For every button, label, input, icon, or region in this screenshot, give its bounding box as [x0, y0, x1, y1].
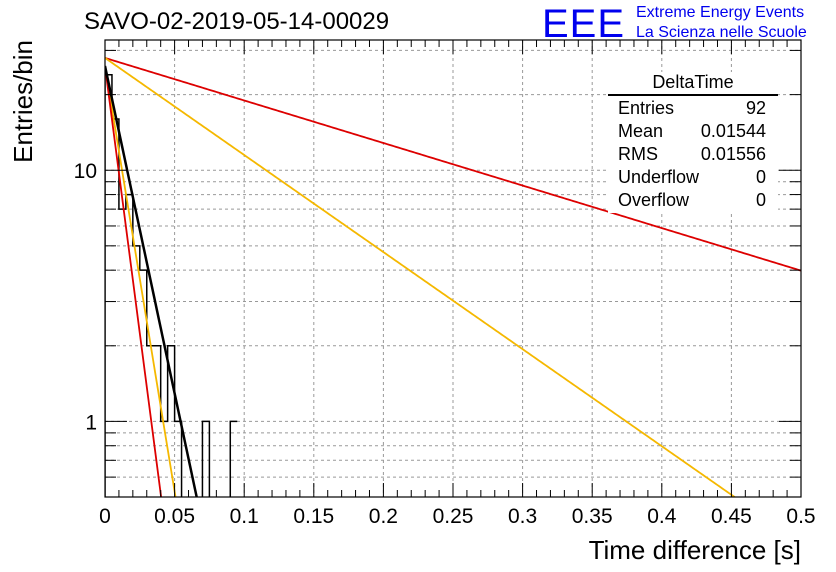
y-tick-label: 1 [85, 411, 97, 434]
histogram-bars [105, 73, 238, 497]
stats-value: 0.01556 [700, 144, 766, 164]
fit-line-1 [105, 57, 801, 272]
stats-row-overflow: Overflow 0 [608, 190, 778, 213]
fit-line-5 [105, 65, 198, 497]
logo-subtitle-1: Extreme Energy Events [636, 4, 805, 21]
stats-row-mean: Mean 0.01544 [608, 121, 778, 144]
fit-line-3 [105, 65, 177, 497]
y-tick-label: 10 [74, 160, 97, 183]
stats-label: Overflow [618, 190, 690, 210]
statistics-box: DeltaTime Entries 92 Mean 0.01544 RMS 0.… [608, 72, 778, 213]
stats-label: Underflow [618, 167, 700, 187]
stats-row-entries: Entries 92 [608, 98, 778, 121]
eee-logo: EEE [542, 2, 626, 46]
x-tick-label: 0.35 [572, 505, 613, 528]
stats-label: Mean [618, 121, 664, 141]
x-tick-label: 0.3 [508, 505, 537, 528]
x-tick-label: 0.5 [786, 505, 815, 528]
stats-value: 0.01544 [700, 121, 766, 141]
chart-title: SAVO-02-2019-05-14-00029 [84, 8, 390, 35]
stats-row-underflow: Underflow 0 [608, 167, 778, 190]
stats-value: 0 [755, 190, 766, 210]
stats-value: 92 [745, 98, 766, 118]
x-tick-label: 0.2 [369, 505, 398, 528]
stats-value: 0 [755, 167, 766, 187]
x-tick-label: 0.4 [647, 505, 677, 528]
fit-line-4 [105, 65, 163, 497]
fit-line-2 [105, 57, 737, 497]
x-tick-label: 0.25 [433, 505, 474, 528]
x-tick-label: 0.05 [154, 505, 195, 528]
logo-subtitle-2: La Scienza nelle Scuole [636, 24, 807, 41]
x-tick-label: 0 [99, 505, 111, 528]
x-tick-label: 0.15 [293, 505, 334, 528]
x-tick-label: 0.1 [230, 505, 259, 528]
y-axis-title: Entries/bin [8, 40, 38, 163]
stats-label: RMS [618, 144, 658, 164]
stats-label: Entries [618, 98, 675, 118]
x-tick-label: 0.45 [711, 505, 752, 528]
stats-row-rms: RMS 0.01556 [608, 144, 778, 167]
stats-title: DeltaTime [608, 72, 778, 96]
x-axis-title: Time difference [s] [589, 535, 801, 565]
